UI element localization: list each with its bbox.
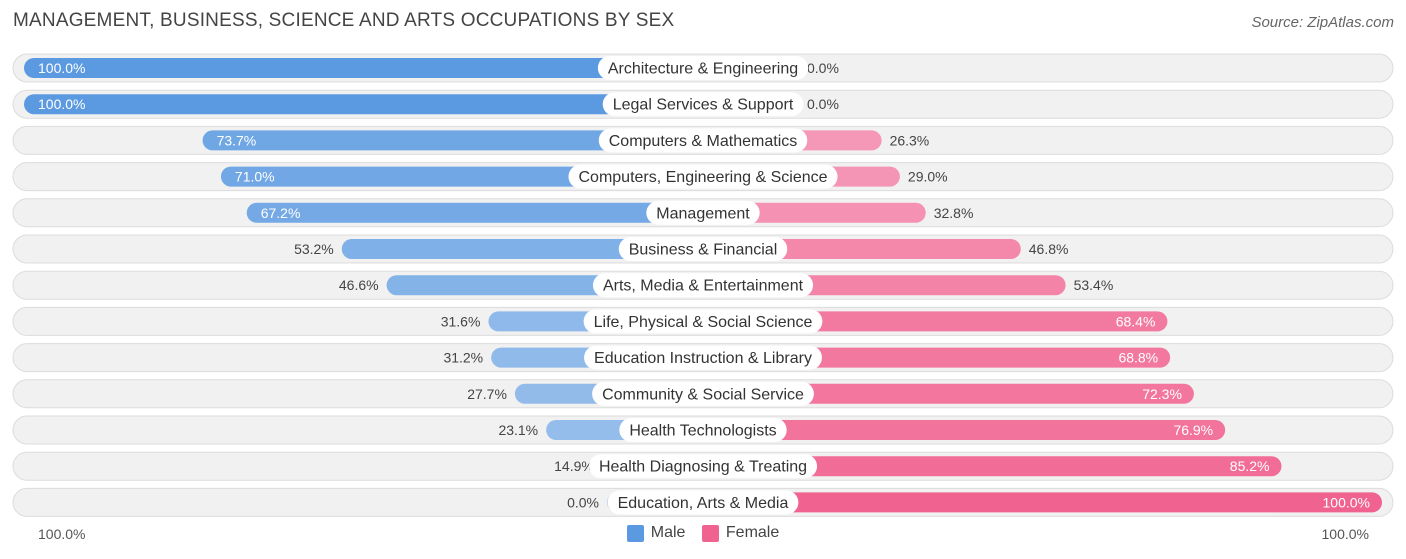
female-swatch xyxy=(701,524,719,542)
bar-row: 31.2% 68.8% Education Instruction & Librar… xyxy=(12,343,1394,373)
female-value-label: 0.0% xyxy=(807,60,839,76)
bar-row: 73.7% 26.3% Computers & Mathematics xyxy=(12,125,1394,155)
category-label: Education Instruction & Library xyxy=(594,350,812,367)
legend-item-female[interactable]: Female xyxy=(701,524,780,542)
chart-title: MANAGEMENT, BUSINESS, SCIENCE AND ARTS O… xyxy=(13,10,675,31)
male-bar xyxy=(24,58,713,78)
category-label: Life, Physical & Social Science xyxy=(594,314,813,331)
bar-row: 23.1% 76.9% Health Technologists xyxy=(12,415,1394,445)
category-pill xyxy=(607,490,799,515)
source-credit: Source: ZipAtlas.com xyxy=(1251,14,1394,31)
male-value-label: 46.6% xyxy=(339,277,379,293)
bar-row: 100.0% 0.0% Architecture & Engineering xyxy=(12,53,1394,83)
male-bar xyxy=(24,94,713,115)
female-bar xyxy=(693,456,1282,477)
male-value-label: 0.0% xyxy=(567,494,599,510)
male-bar xyxy=(202,130,713,151)
female-value-label: 53.4% xyxy=(1074,277,1114,293)
female-value-label: 0.0% xyxy=(807,96,839,112)
legend-item-male[interactable]: Male xyxy=(626,524,686,542)
female-value-label: 68.8% xyxy=(1118,350,1158,366)
category-pill xyxy=(646,200,760,225)
category-pill xyxy=(618,237,788,261)
female-value-label: 76.9% xyxy=(1173,422,1213,438)
male-value-label: 27.7% xyxy=(467,386,507,402)
female-value-label: 100.0% xyxy=(1323,494,1370,510)
male-value-label: 31.6% xyxy=(441,313,481,329)
bar-row: 46.6% 53.4% Arts, Media & Entertainment xyxy=(12,270,1394,300)
male-value-label: 71.0% xyxy=(235,169,275,185)
male-value-label: 73.7% xyxy=(217,132,257,148)
category-label: Legal Services & Support xyxy=(613,97,794,114)
bar-row: 100.0% 0.0% Legal Services & Support xyxy=(12,89,1394,119)
category-pill xyxy=(584,345,822,370)
legend-male-label: Male xyxy=(650,524,686,541)
male-value-label: 67.2% xyxy=(261,205,301,221)
category-label: Business & Financial xyxy=(629,242,778,259)
category-label: Computers, Engineering & Science xyxy=(578,169,827,186)
bar-row: 31.6% 68.4% Life, Physical & Social Scienc… xyxy=(12,306,1394,336)
axis-left-label: 100.0% xyxy=(38,526,86,542)
category-label: Community & Social Service xyxy=(602,386,804,403)
bar-row: 14.9% 85.2% Health Diagnosing & Treating xyxy=(12,451,1394,481)
male-value-label: 53.2% xyxy=(294,241,334,257)
female-value-label: 46.8% xyxy=(1029,241,1069,257)
category-label: Health Technologists xyxy=(629,423,776,440)
bar-row: 27.7% 72.3% Community & Social Service xyxy=(12,379,1394,409)
male-value-label: 100.0% xyxy=(38,96,85,112)
category-pill xyxy=(568,164,838,189)
category-pill xyxy=(588,454,818,479)
category-label: Architecture & Engineering xyxy=(608,61,798,78)
female-bar xyxy=(693,383,1194,404)
female-value-label: 26.3% xyxy=(890,132,930,148)
category-pill xyxy=(592,381,814,406)
male-swatch xyxy=(626,524,644,542)
category-label: Health Diagnosing & Treating xyxy=(599,459,807,476)
male-value-label: 14.9% xyxy=(554,458,594,474)
male-value-label: 23.1% xyxy=(498,422,538,438)
male-bar xyxy=(246,202,713,223)
category-label: Arts, Media & Entertainment xyxy=(603,278,804,295)
bar-row: 0.0% 100.0% Education, Arts & Media xyxy=(12,487,1394,517)
male-value-label: 31.2% xyxy=(443,350,483,366)
category-label: Education, Arts & Media xyxy=(618,495,789,512)
category-pill xyxy=(619,418,787,442)
category-pill xyxy=(602,92,804,117)
category-pill xyxy=(598,128,808,153)
category-pill xyxy=(583,309,823,334)
category-pill xyxy=(597,56,809,80)
category-pill xyxy=(592,273,814,298)
bar-row: 53.2% 46.8% Business & Financial xyxy=(12,234,1394,264)
category-label: Computers & Mathematics xyxy=(609,133,798,150)
bar-row: 71.0% 29.0% Computers, Engineering & Scien… xyxy=(12,162,1394,192)
legend: Male Female xyxy=(0,524,1406,547)
legend-female-label: Female xyxy=(725,524,780,541)
category-label: Management xyxy=(656,205,750,222)
female-bar xyxy=(693,420,1226,440)
female-value-label: 68.4% xyxy=(1116,313,1156,329)
bar-row: 67.2% 32.8% Management xyxy=(12,198,1394,228)
female-value-label: 32.8% xyxy=(934,205,974,221)
bar-chart: 100.0% 0.0%Architecture & Engineering100.… xyxy=(12,53,1394,517)
male-value-label: 100.0% xyxy=(38,60,85,76)
female-bar xyxy=(693,492,1382,513)
female-value-label: 85.2% xyxy=(1230,458,1270,474)
female-value-label: 29.0% xyxy=(908,169,948,185)
female-value-label: 72.3% xyxy=(1142,386,1182,402)
axis-right-label: 100.0% xyxy=(1321,526,1369,542)
